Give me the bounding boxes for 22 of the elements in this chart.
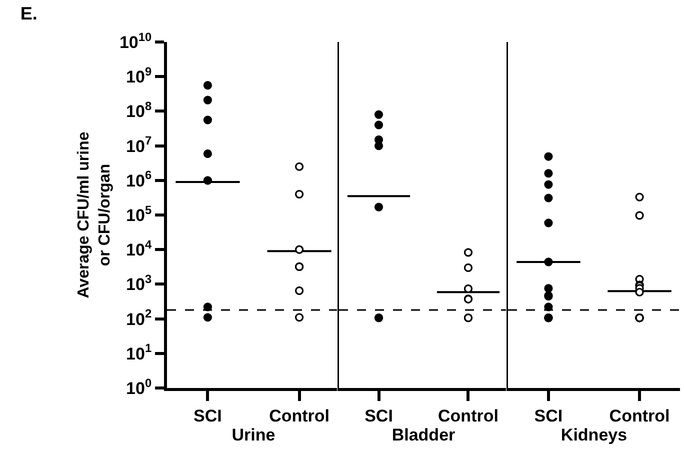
y-tick-label: 10$^{2}$ — [126, 306, 152, 329]
x-axis-title: Urine — [232, 425, 276, 444]
x-tick-label: Control — [269, 406, 330, 426]
x-tick-label: Control — [438, 406, 498, 426]
y-tick-label: 10$^{9}$ — [126, 64, 152, 87]
x-tick-label: Control — [609, 406, 670, 426]
y-axis-title: Average CFU/ml urine or CFU/organ — [76, 132, 114, 298]
y-tick-label: 10$^{10}$ — [119, 30, 152, 52]
y-tick-label: 10$^{3}$ — [126, 272, 152, 294]
y-tick-label: 10$^{6}$ — [126, 168, 152, 190]
y-tick-label: 10$^{5}$ — [126, 202, 152, 225]
x-tick-label: SCI — [534, 406, 563, 426]
x-axis-title: Bladder — [392, 425, 456, 444]
x-tick-label: SCI — [194, 406, 222, 426]
x-axis-title: Kidneys — [560, 425, 628, 444]
y-tick-label: 10$^{8}$ — [126, 99, 152, 122]
y-tick-label: 10$^{1}$ — [126, 341, 152, 364]
chart-title: E. — [20, 4, 38, 24]
y-tick-label: 10$^{7}$ — [126, 134, 152, 156]
x-tick-label: SCI — [364, 406, 393, 426]
y-tick-label: 10$^{0}$ — [126, 376, 152, 398]
y-tick-label: 10$^{4}$ — [126, 237, 152, 260]
